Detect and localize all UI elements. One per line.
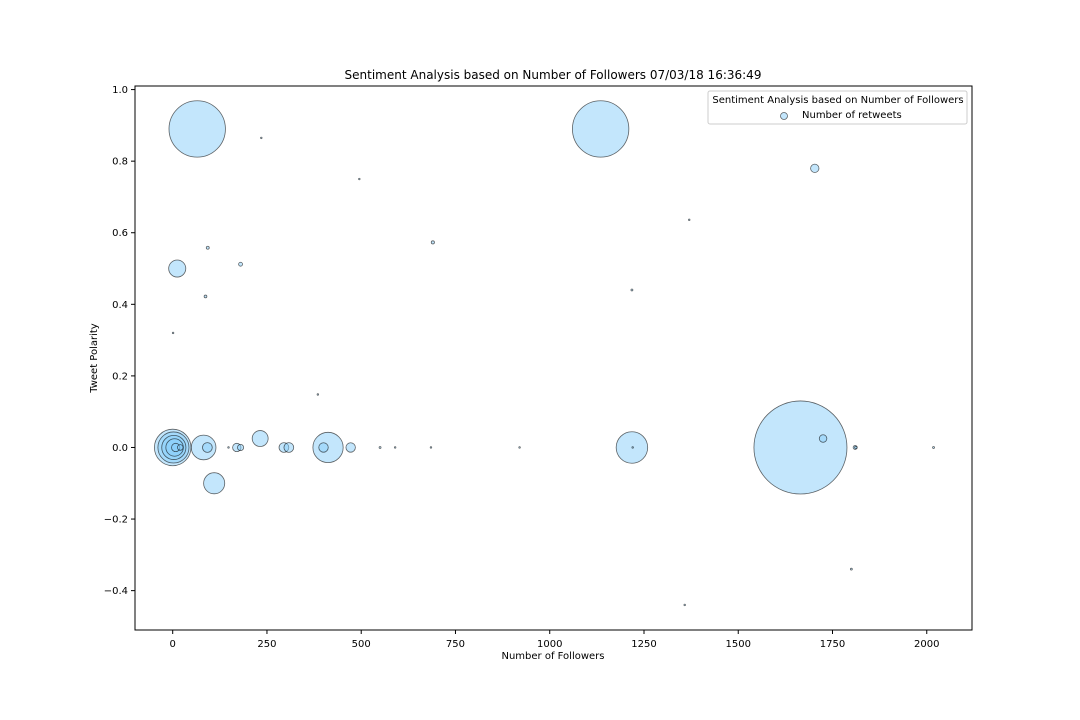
scatter-point-27 <box>238 261 243 267</box>
scatter-point-30 <box>260 136 263 140</box>
scatter-point-25 <box>854 445 858 450</box>
scatter-point-22 <box>810 163 820 173</box>
legend-entry-label: Number of retweets <box>802 110 902 121</box>
y-tick-label: 0.8 <box>112 157 128 168</box>
scatter-point-32 <box>688 218 691 222</box>
scatter-point-28 <box>205 245 210 250</box>
y-tick-label: 0.0 <box>112 443 128 454</box>
scatter-point-31 <box>358 177 361 181</box>
y-axis-label: Tweet Polarity <box>89 323 100 394</box>
scatter-point-8 <box>177 444 184 451</box>
scatter-point-1 <box>572 100 630 158</box>
scatter-point-38 <box>393 446 397 449</box>
legend-marker <box>780 112 788 120</box>
legend-title: Sentiment Analysis based on Number of Fo… <box>712 95 963 106</box>
legend-box <box>707 90 968 125</box>
y-tick-label: 0.4 <box>112 300 128 311</box>
scatter-point-42 <box>932 446 935 449</box>
scatter-point-0 <box>168 100 226 158</box>
scatter-point-19 <box>283 442 295 453</box>
scatter-point-23 <box>818 434 828 443</box>
scatter-point-37 <box>378 446 382 449</box>
y-tick-label: 0.2 <box>112 371 128 382</box>
scatter-point-12 <box>168 259 187 278</box>
points-layer <box>154 100 935 607</box>
scatter-point-44 <box>683 603 686 607</box>
x-tick-label: 1250 <box>631 639 656 650</box>
y-tick-label: 0.6 <box>112 228 128 239</box>
scatter-point-13 <box>251 430 269 447</box>
y-tick-label: 1.0 <box>112 85 128 96</box>
scatter-point-26 <box>430 240 435 245</box>
plot-frame <box>134 85 973 631</box>
scatter-point-34 <box>171 331 175 335</box>
scatter-point-40 <box>518 446 521 449</box>
scatter-point-21 <box>345 442 356 453</box>
x-tick-label: 500 <box>352 639 371 650</box>
x-tick-label: 1500 <box>726 639 751 650</box>
x-tick-label: 0 <box>170 639 176 650</box>
scatter-point-2 <box>753 400 848 495</box>
y-axis: −0.4 −0.2 0.0 0.2 0.4 0.6 0.8 1.0 <box>104 85 135 597</box>
scatter-point-17 <box>237 443 245 451</box>
chart-title: Sentiment Analysis based on Number of Fo… <box>345 68 762 82</box>
scatter-point-33 <box>630 288 634 292</box>
scatter-point-10 <box>202 442 213 453</box>
legend: Sentiment Analysis based on Number of Fo… <box>707 90 968 125</box>
scatter-point-41 <box>631 446 634 449</box>
x-axis-label: Number of Followers <box>501 651 604 662</box>
x-tick-label: 250 <box>257 639 276 650</box>
x-tick-label: 750 <box>446 639 465 650</box>
scatter-point-11 <box>203 472 226 495</box>
x-tick-label: 2000 <box>914 639 939 650</box>
scatter-point-39 <box>429 446 433 449</box>
scatter-point-43 <box>849 567 853 571</box>
scatter-point-20 <box>318 442 329 453</box>
y-tick-label: −0.4 <box>104 586 128 597</box>
x-axis: 0 250 500 750 1000 1250 1500 1750 2000 <box>170 630 939 650</box>
x-tick-label: 1000 <box>537 639 562 650</box>
y-tick-label: −0.2 <box>104 515 128 526</box>
scatter-point-29 <box>203 294 208 299</box>
scatter-point-35 <box>316 393 320 396</box>
scatter-point-36 <box>227 446 230 449</box>
x-tick-label: 1750 <box>820 639 845 650</box>
